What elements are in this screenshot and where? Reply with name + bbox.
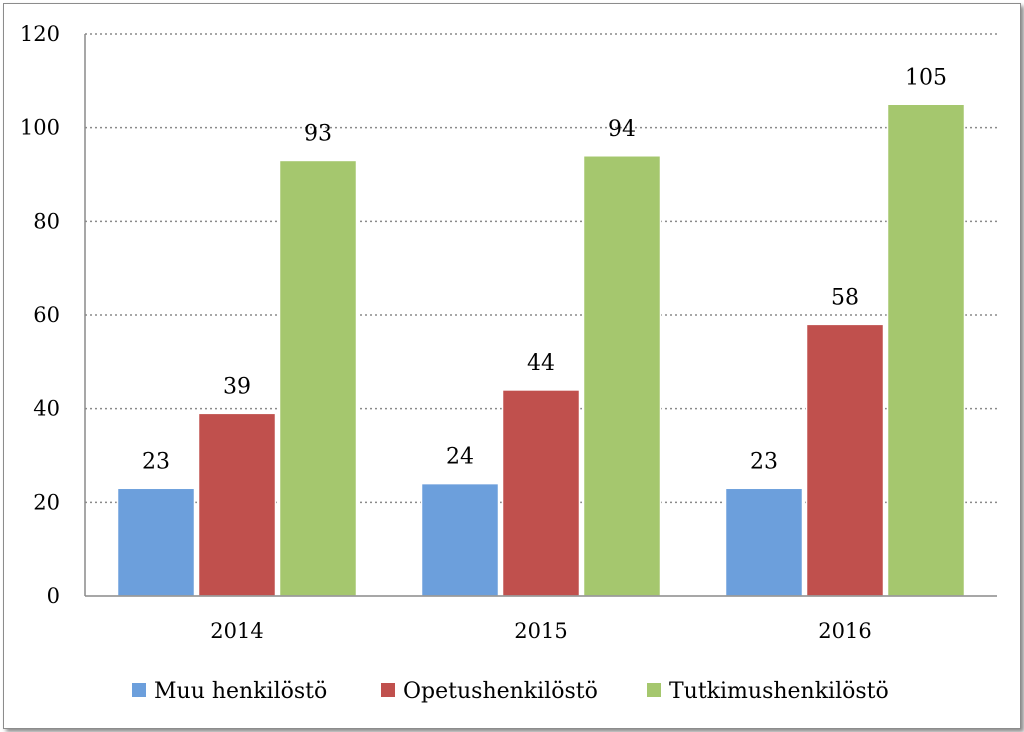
data-label: 24 xyxy=(446,445,474,470)
data-label: 44 xyxy=(527,351,555,376)
x-tick-label: 2014 xyxy=(210,619,263,643)
chart-frame: 0 20 40 60 80 100 120 23 39 93 24 44 94 23 58 105 2014… xyxy=(3,3,1021,729)
bars xyxy=(116,103,966,597)
legend-swatch xyxy=(381,683,395,697)
bar xyxy=(582,155,662,597)
bar xyxy=(278,159,358,597)
bar xyxy=(886,103,966,597)
x-tick-label: 2016 xyxy=(818,619,871,643)
legend: Muu henkilöstö Opetushenkilöstö Tutkimushe… xyxy=(132,679,889,704)
data-label: 93 xyxy=(304,121,332,146)
legend-label: Tutkimushenkilöstö xyxy=(669,679,889,704)
x-tick-label: 2015 xyxy=(514,619,567,643)
bar xyxy=(420,482,500,597)
y-tick-label: 20 xyxy=(33,490,60,514)
bar-chart: 0 20 40 60 80 100 120 23 39 93 24 44 94 23 58 105 2014… xyxy=(20,22,997,704)
y-tick-label: 0 xyxy=(47,584,60,608)
legend-item: Tutkimushenkilöstö xyxy=(647,679,889,704)
x-axis: 2014 2015 2016 xyxy=(85,595,997,643)
legend-item: Opetushenkilöstö xyxy=(381,679,598,704)
legend-item: Muu henkilöstö xyxy=(132,679,327,704)
data-label: 105 xyxy=(905,65,947,90)
data-label: 94 xyxy=(608,117,636,142)
data-labels: 23 39 93 24 44 94 23 58 105 xyxy=(142,65,947,474)
legend-label: Opetushenkilöstö xyxy=(403,679,598,704)
data-label: 23 xyxy=(142,449,170,474)
bar xyxy=(197,412,277,597)
bar xyxy=(116,487,196,597)
bar xyxy=(724,487,804,597)
data-label: 39 xyxy=(223,374,251,399)
y-tick-label: 120 xyxy=(20,22,60,46)
y-tick-label: 60 xyxy=(33,303,60,327)
y-tick-label: 100 xyxy=(20,116,60,140)
bar xyxy=(805,323,885,597)
legend-swatch xyxy=(132,683,146,697)
data-label: 23 xyxy=(750,449,778,474)
y-tick-label: 80 xyxy=(33,209,60,233)
y-axis: 0 20 40 60 80 100 120 xyxy=(20,22,86,608)
y-tick-label: 40 xyxy=(33,397,60,421)
bar xyxy=(501,389,581,597)
data-label: 58 xyxy=(831,285,859,310)
legend-swatch xyxy=(647,683,661,697)
legend-label: Muu henkilöstö xyxy=(154,679,327,704)
